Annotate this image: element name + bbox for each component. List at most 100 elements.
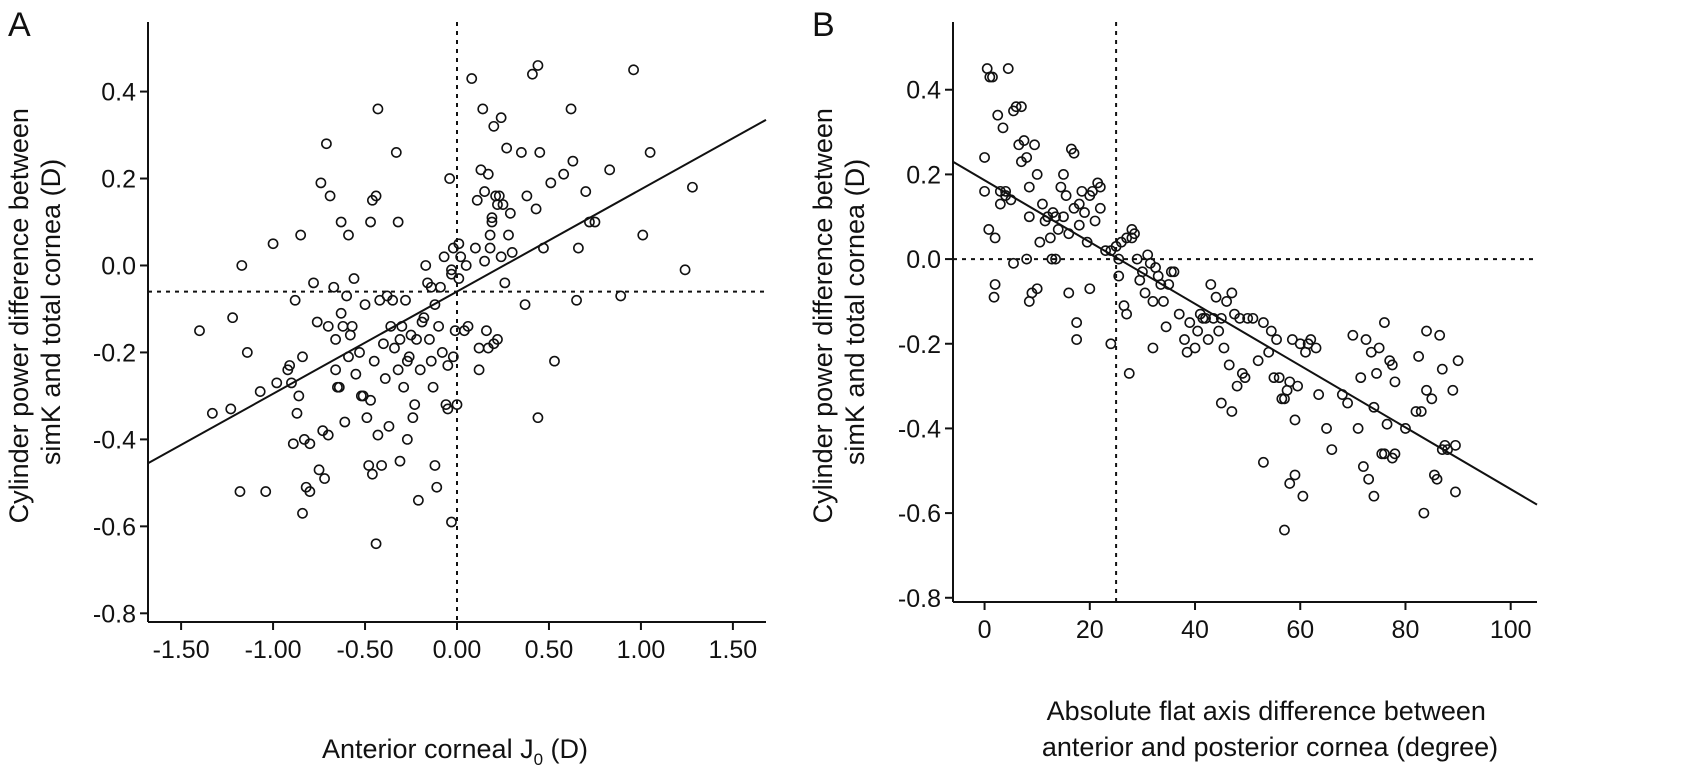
panel-a-data-point bbox=[348, 273, 360, 284]
panel-b-data-point bbox=[1168, 266, 1180, 278]
panel-b-y-axis-title-line2: simK and total cornea (D) bbox=[840, 159, 870, 465]
panel-a-data-point bbox=[284, 360, 296, 371]
panel-b-data-point bbox=[1031, 169, 1043, 180]
panel-b-reference-lines bbox=[953, 22, 1537, 602]
panel-a-data-point bbox=[431, 481, 443, 493]
panel-a-data-point bbox=[479, 186, 490, 197]
panel-a-data-point bbox=[401, 433, 413, 445]
panel-a-data-point bbox=[254, 386, 266, 397]
panel-b-data-point bbox=[1055, 181, 1067, 193]
panel-b-data-point bbox=[1158, 296, 1169, 307]
panel-a-data-point bbox=[286, 377, 297, 389]
panel-b-data-point bbox=[1100, 245, 1111, 257]
panel-b-data-point bbox=[1447, 384, 1459, 396]
panel-b-data-point bbox=[1421, 384, 1432, 396]
panel-b-data-point bbox=[1002, 63, 1014, 74]
panel-a-data-point bbox=[392, 216, 404, 228]
panel-b-data-point bbox=[979, 185, 990, 197]
panel-a-data-point bbox=[420, 260, 432, 271]
panel-b-data-point bbox=[1079, 207, 1090, 218]
panel-a-data-point bbox=[580, 186, 592, 197]
panel-a-y-tick-label: -0.6 bbox=[93, 513, 136, 541]
panel-a-data-point bbox=[372, 429, 384, 441]
panel-a-data-point bbox=[628, 64, 639, 76]
panel-a-data-point bbox=[495, 251, 507, 263]
panel-b-data-point bbox=[1247, 312, 1259, 324]
panel-a-fit-line bbox=[147, 118, 767, 465]
panel-a-x-axis-title-main: Anterior corneal J bbox=[322, 734, 534, 764]
panel-b-data-point bbox=[1400, 423, 1411, 434]
panel-a-data-point bbox=[366, 468, 378, 480]
panel-b-data-point bbox=[1242, 312, 1254, 324]
panel-a-y-tick-label: 0.4 bbox=[101, 79, 136, 107]
panel-a-regression-line bbox=[147, 118, 767, 465]
panel-b-data-point bbox=[1068, 147, 1080, 159]
panel-a-data-point bbox=[481, 325, 492, 337]
panel-a-data-point bbox=[234, 486, 246, 497]
panel-a-x-tick-label: 1.00 bbox=[617, 636, 666, 664]
panel-a-data-point bbox=[679, 264, 691, 276]
panel-b-x-tick-label: 100 bbox=[1490, 616, 1532, 644]
panel-b-data-point bbox=[1413, 351, 1425, 362]
panel-b-data-point bbox=[1357, 461, 1369, 472]
panel-b-data-point bbox=[1258, 456, 1269, 468]
panel-b-data-point bbox=[1450, 439, 1461, 451]
panel-a-data-point bbox=[319, 473, 330, 484]
panel-b-data-point bbox=[1273, 372, 1285, 384]
panel-b-fit-line bbox=[952, 160, 1538, 506]
panel-a-data-point bbox=[411, 333, 422, 345]
panel-a-x-axis-title-unit: (D) bbox=[543, 734, 588, 764]
panel-a-data-point bbox=[365, 394, 376, 406]
panel-a-data-point bbox=[297, 351, 308, 363]
panel-b-y-axis-title: Cylinder power difference between simK a… bbox=[808, 101, 870, 524]
panel-b-data-point bbox=[1379, 317, 1390, 328]
panel-b-data-point bbox=[1034, 236, 1046, 248]
panel-b-data-point bbox=[1113, 253, 1125, 265]
panel-b-data-point bbox=[1058, 211, 1069, 223]
panel-b-data-point bbox=[1326, 444, 1338, 455]
panel-a-data-point bbox=[495, 112, 507, 124]
panel-a-data-point bbox=[337, 320, 349, 332]
panel-b-data-point bbox=[1436, 363, 1448, 375]
panel-a-data-point bbox=[194, 325, 205, 337]
panel-a-data-point bbox=[572, 242, 584, 254]
panel-b-x-tick-label: 0 bbox=[978, 616, 992, 644]
panel-b-data-point bbox=[1044, 232, 1056, 244]
panel-a-data-point bbox=[549, 355, 560, 367]
panel-a-y-tick-label: -0.2 bbox=[93, 339, 136, 367]
panel-b-data-point bbox=[1000, 185, 1012, 197]
panel-a-data-point bbox=[343, 229, 354, 241]
panel-a-data-point bbox=[571, 294, 582, 306]
panel-b-data-point bbox=[1284, 478, 1296, 489]
panel-a-data-point bbox=[424, 333, 435, 345]
panel-a-data-point bbox=[354, 347, 365, 358]
panel-a-data-point bbox=[322, 320, 334, 332]
panel-a-data-point bbox=[379, 373, 391, 384]
panel-b-data-point bbox=[1265, 325, 1277, 337]
panel-a-data-point bbox=[361, 412, 373, 424]
panel-a-data-point bbox=[477, 103, 489, 115]
panel-a-data-point bbox=[558, 168, 570, 180]
panel-a-data-point bbox=[403, 351, 415, 363]
panel-a-x-axis-title: Anterior corneal J0 (D) bbox=[322, 734, 588, 769]
panel-b-data-point bbox=[1239, 372, 1251, 384]
panel-b-data-point bbox=[1015, 101, 1027, 113]
panel-b-data-points bbox=[979, 63, 1464, 536]
panel-a-data-point bbox=[499, 277, 511, 289]
panel-b-letter: B bbox=[812, 6, 835, 44]
panel-a-data-point bbox=[436, 347, 448, 358]
panel-a-data-point bbox=[589, 216, 601, 228]
panel-b-data-point bbox=[1046, 253, 1058, 265]
panel-b-data-point bbox=[983, 224, 995, 235]
panel-a-data-point bbox=[412, 494, 424, 506]
panel-a-data-point bbox=[400, 294, 411, 306]
panel-a-data-point bbox=[293, 390, 305, 402]
panel-b-data-point bbox=[1389, 376, 1401, 388]
panel-b-data-point bbox=[1347, 329, 1359, 341]
panel-b-data-point bbox=[1058, 169, 1069, 180]
panel-a-data-point bbox=[328, 281, 340, 293]
panel-b-data-point bbox=[1210, 291, 1222, 303]
panel-a-data-point bbox=[486, 212, 498, 224]
panel-b-y-tick-label: -0.8 bbox=[898, 585, 941, 613]
